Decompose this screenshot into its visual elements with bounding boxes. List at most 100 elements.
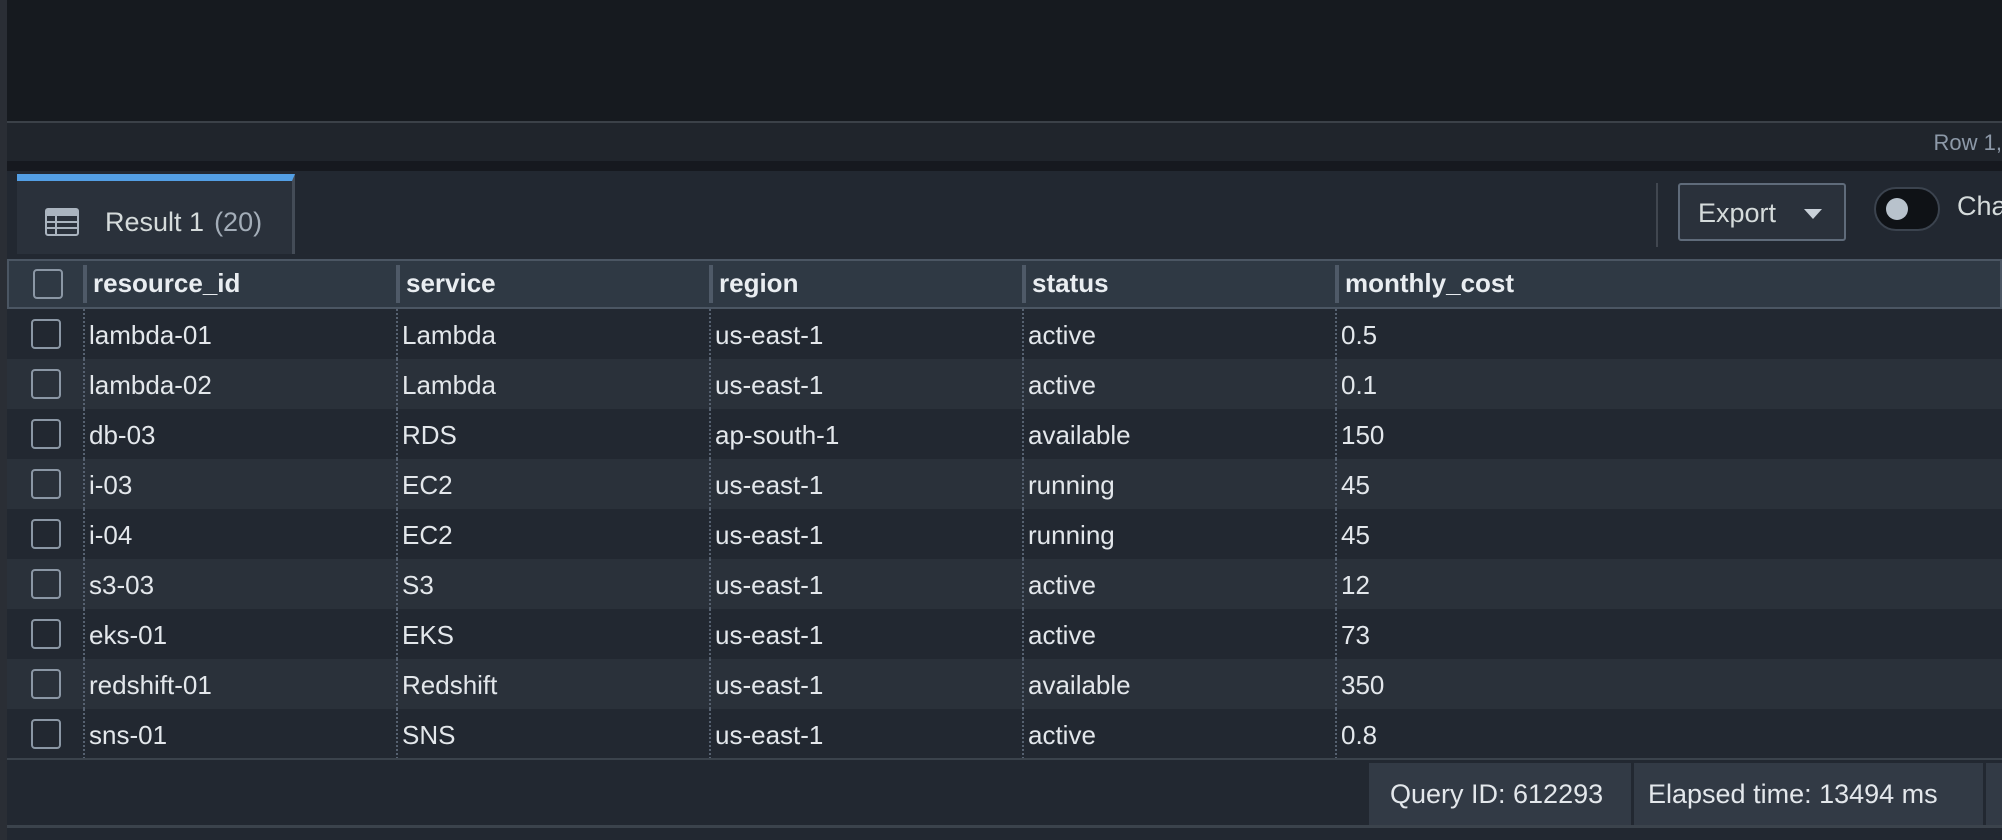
cell-region[interactable]: us-east-1 bbox=[715, 470, 824, 500]
cell-status[interactable]: available bbox=[1028, 670, 1131, 700]
cell-service[interactable]: EC2 bbox=[402, 470, 453, 500]
table-row[interactable]: db-03 RDS ap-south-1 available 150 bbox=[7, 409, 2002, 459]
table-row[interactable]: lambda-01 Lambda us-east-1 active 0.5 bbox=[7, 309, 2002, 359]
cell-service[interactable]: Lambda bbox=[402, 370, 496, 400]
column-divider bbox=[709, 709, 711, 759]
column-divider bbox=[709, 309, 711, 359]
cell-region[interactable]: us-east-1 bbox=[715, 670, 824, 700]
column-divider bbox=[709, 609, 711, 659]
table-row[interactable]: redshift-01 Redshift us-east-1 available 350 bbox=[7, 659, 2002, 709]
cell-resource-id[interactable]: redshift-01 bbox=[89, 670, 212, 700]
table-row[interactable]: i-03 EC2 us-east-1 running 45 bbox=[7, 459, 2002, 509]
cell-service[interactable]: Lambda bbox=[402, 320, 496, 350]
row-checkbox[interactable] bbox=[31, 569, 61, 599]
column-divider bbox=[1335, 609, 1337, 659]
cell-resource-id[interactable]: s3-03 bbox=[89, 570, 155, 600]
row-checkbox[interactable] bbox=[31, 369, 61, 399]
cell-region[interactable]: us-east-1 bbox=[715, 720, 824, 750]
table-row[interactable]: sns-01 SNS us-east-1 active 0.8 bbox=[7, 709, 2002, 759]
query-id: Query ID: 612293 bbox=[1390, 779, 1604, 809]
cell-resource-id[interactable]: lambda-01 bbox=[89, 320, 212, 350]
cell-region[interactable]: ap-south-1 bbox=[715, 420, 840, 450]
cell-status[interactable]: running bbox=[1028, 520, 1115, 550]
column-resize-handle[interactable] bbox=[1022, 265, 1026, 303]
column-divider bbox=[1022, 409, 1024, 459]
row-checkbox[interactable] bbox=[31, 669, 61, 699]
column-header-monthly-cost[interactable]: monthly_cost bbox=[1345, 268, 1515, 298]
chart-toggle[interactable] bbox=[1874, 187, 1940, 231]
grid-header: resource_id service region status monthly_co… bbox=[7, 259, 2002, 309]
column-divider bbox=[1022, 609, 1024, 659]
select-all-checkbox[interactable] bbox=[33, 269, 63, 299]
column-divider bbox=[1022, 659, 1024, 709]
column-resize-handle[interactable] bbox=[1335, 265, 1339, 303]
column-header-region[interactable]: region bbox=[719, 268, 799, 298]
column-divider bbox=[83, 609, 85, 659]
column-divider bbox=[83, 509, 85, 559]
cell-monthly-cost[interactable]: 150 bbox=[1341, 420, 1385, 450]
cell-status[interactable]: active bbox=[1028, 720, 1096, 750]
cell-region[interactable]: us-east-1 bbox=[715, 570, 824, 600]
cell-service[interactable]: RDS bbox=[402, 420, 457, 450]
cell-region[interactable]: us-east-1 bbox=[715, 620, 824, 650]
cell-resource-id[interactable]: lambda-02 bbox=[89, 370, 212, 400]
column-resize-handle[interactable] bbox=[709, 265, 713, 303]
column-divider bbox=[396, 609, 398, 659]
cell-monthly-cost[interactable]: 45 bbox=[1341, 470, 1370, 500]
table-row[interactable]: s3-03 S3 us-east-1 active 12 bbox=[7, 559, 2002, 609]
column-divider bbox=[1335, 309, 1337, 359]
cell-status[interactable]: active bbox=[1028, 570, 1096, 600]
cell-monthly-cost[interactable]: 350 bbox=[1341, 670, 1385, 700]
cell-status[interactable]: running bbox=[1028, 470, 1115, 500]
panel-divider[interactable] bbox=[7, 161, 2002, 171]
cell-monthly-cost[interactable]: 0.5 bbox=[1341, 320, 1378, 350]
cell-status[interactable]: active bbox=[1028, 370, 1096, 400]
cell-resource-id[interactable]: i-03 bbox=[89, 470, 133, 500]
cell-status[interactable]: available bbox=[1028, 420, 1131, 450]
cell-region[interactable]: us-east-1 bbox=[715, 320, 824, 350]
column-resize-handle[interactable] bbox=[83, 265, 87, 303]
query-editor[interactable] bbox=[7, 0, 2002, 123]
cell-status[interactable]: active bbox=[1028, 320, 1096, 350]
column-divider bbox=[1022, 559, 1024, 609]
table-row[interactable]: eks-01 EKS us-east-1 active 73 bbox=[7, 609, 2002, 659]
cell-monthly-cost[interactable]: 45 bbox=[1341, 520, 1370, 550]
export-button[interactable]: Export bbox=[1678, 183, 1846, 241]
cell-service[interactable]: SNS bbox=[402, 720, 456, 750]
cell-monthly-cost[interactable]: 73 bbox=[1341, 620, 1370, 650]
cell-service[interactable]: EC2 bbox=[402, 520, 453, 550]
cell-resource-id[interactable]: i-04 bbox=[89, 520, 133, 550]
row-checkbox[interactable] bbox=[31, 319, 61, 349]
export-label: Export bbox=[1698, 198, 1777, 228]
cell-region[interactable]: us-east-1 bbox=[715, 370, 824, 400]
tab-result-1[interactable]: Result 1 (20) bbox=[17, 174, 295, 254]
table-row[interactable]: lambda-02 Lambda us-east-1 active 0.1 bbox=[7, 359, 2002, 409]
cell-resource-id[interactable]: db-03 bbox=[89, 420, 156, 450]
column-divider bbox=[396, 459, 398, 509]
row-checkbox[interactable] bbox=[31, 619, 61, 649]
column-header-resource-id[interactable]: resource_id bbox=[93, 268, 241, 298]
result-count: (20) bbox=[214, 207, 263, 237]
column-header-service[interactable]: service bbox=[406, 268, 496, 298]
column-divider bbox=[396, 309, 398, 359]
column-divider bbox=[83, 409, 85, 459]
row-checkbox[interactable] bbox=[31, 469, 61, 499]
cell-status[interactable]: active bbox=[1028, 620, 1096, 650]
cell-region[interactable]: us-east-1 bbox=[715, 520, 824, 550]
cell-monthly-cost[interactable]: 0.1 bbox=[1341, 370, 1378, 400]
row-checkbox[interactable] bbox=[31, 419, 61, 449]
cell-resource-id[interactable]: sns-01 bbox=[89, 720, 168, 750]
cell-monthly-cost[interactable]: 12 bbox=[1341, 570, 1370, 600]
cell-monthly-cost[interactable]: 0.8 bbox=[1341, 720, 1378, 750]
row-checkbox[interactable] bbox=[31, 519, 61, 549]
cell-resource-id[interactable]: eks-01 bbox=[89, 620, 168, 650]
row-checkbox[interactable] bbox=[31, 719, 61, 749]
column-header-status[interactable]: status bbox=[1032, 268, 1109, 298]
column-divider bbox=[1335, 659, 1337, 709]
cell-service[interactable]: S3 bbox=[402, 570, 434, 600]
table-row[interactable]: i-04 EC2 us-east-1 running 45 bbox=[7, 509, 2002, 559]
cell-service[interactable]: Redshift bbox=[402, 670, 498, 700]
column-resize-handle[interactable] bbox=[396, 265, 400, 303]
chart-toggle-label: Cha bbox=[1957, 191, 2002, 221]
cell-service[interactable]: EKS bbox=[402, 620, 455, 650]
